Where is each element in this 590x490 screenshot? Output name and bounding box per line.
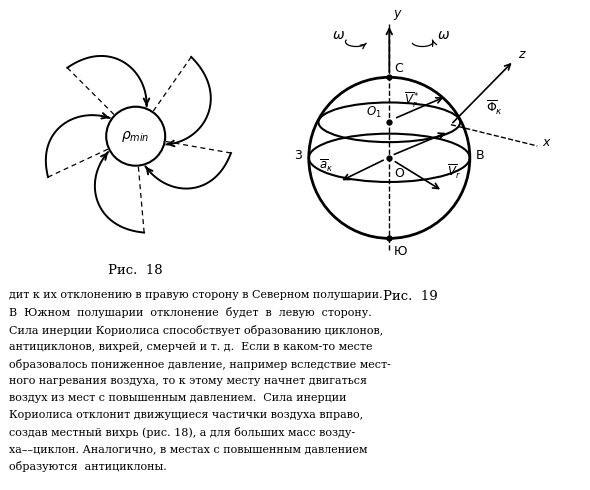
- Text: y: y: [393, 7, 400, 21]
- Text: воздух из мест с повышенным давлением.  Сила инерции: воздух из мест с повышенным давлением. С…: [9, 393, 346, 403]
- Text: антициклонов, вихрей, смерчей и т. д.  Если в каком-то месте: антициклонов, вихрей, смерчей и т. д. Ес…: [9, 342, 372, 352]
- Text: z: z: [519, 49, 525, 61]
- Text: создав местный вихрь (рис. 18), а для больших масс возду-: создав местный вихрь (рис. 18), а для бо…: [9, 427, 355, 438]
- Text: $\overline{\Phi}_{\kappa}$: $\overline{\Phi}_{\kappa}$: [486, 98, 503, 117]
- Text: ха––циклон. Аналогично, в местах с повышенным давлением: ха––циклон. Аналогично, в местах с повыш…: [9, 444, 368, 454]
- Text: $\overline{a}_{\kappa}$: $\overline{a}_{\kappa}$: [320, 158, 333, 174]
- Text: В  Южном  полушарии  отклонение  будет  в  левую  сторону.: В Южном полушарии отклонение будет в лев…: [9, 307, 372, 318]
- Text: ного нагревания воздуха, то к этому месту начнет двигаться: ного нагревания воздуха, то к этому мест…: [9, 376, 367, 386]
- Text: Рис.  19: Рис. 19: [384, 291, 438, 303]
- Text: Рис.  18: Рис. 18: [109, 264, 163, 277]
- Text: C: C: [394, 62, 403, 75]
- Text: В: В: [476, 149, 484, 162]
- Text: $\omega$: $\omega$: [333, 28, 346, 43]
- Text: $\overline{V}_r^*$: $\overline{V}_r^*$: [404, 91, 419, 110]
- Text: образуются  антициклоны.: образуются антициклоны.: [9, 461, 166, 472]
- Circle shape: [106, 107, 165, 166]
- Text: $\rho_{min}$: $\rho_{min}$: [122, 129, 150, 144]
- Text: Ю: Ю: [394, 245, 408, 258]
- Text: x: x: [542, 136, 549, 149]
- Text: Сила инерции Кориолиса способствует образованию циклонов,: Сила инерции Кориолиса способствует обра…: [9, 324, 383, 336]
- Text: O: O: [394, 167, 404, 180]
- Text: $\overline{V}_r$: $\overline{V}_r$: [447, 163, 461, 181]
- Text: 3: 3: [294, 149, 301, 162]
- Text: Кориолиса отклонит движущиеся частички воздуха вправо,: Кориолиса отклонит движущиеся частички в…: [9, 410, 363, 420]
- Text: дит к их отклонению в правую сторону в Северном полушарии.: дит к их отклонению в правую сторону в С…: [9, 291, 382, 300]
- Text: образовалось пониженное давление, например вследствие мест-: образовалось пониженное давление, наприм…: [9, 359, 391, 369]
- Text: $O_1$: $O_1$: [366, 105, 382, 120]
- Text: $\omega$: $\omega$: [437, 28, 450, 43]
